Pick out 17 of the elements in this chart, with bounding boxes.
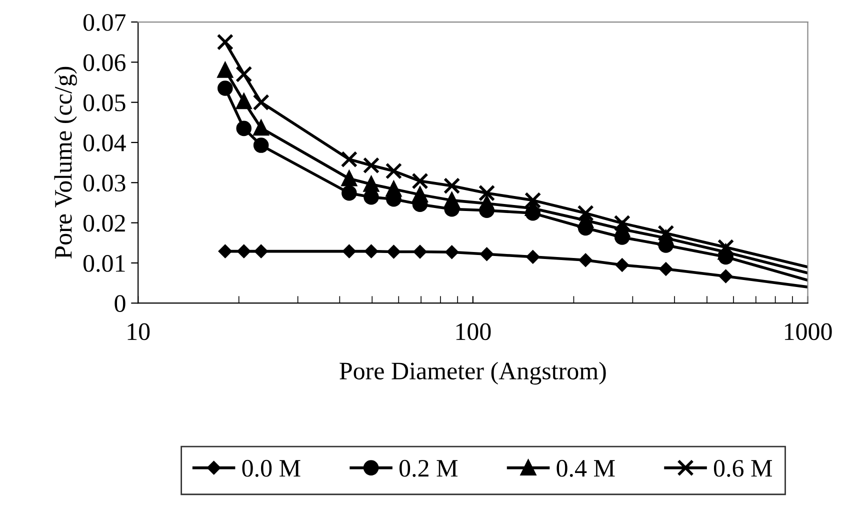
y-tick-label: 0.04 bbox=[83, 134, 126, 152]
y-tick-label: 0.03 bbox=[83, 174, 126, 192]
y-tick-label: 0.06 bbox=[83, 54, 126, 72]
y-tick-label: 0.02 bbox=[83, 214, 125, 232]
legend-label: 0.4 M bbox=[556, 460, 615, 477]
y-axis-title: Pore Volume (cc/g) bbox=[54, 66, 77, 259]
x-tick-label: 1000 bbox=[784, 323, 832, 340]
y-tick-label: 0 bbox=[114, 295, 126, 312]
legend-label: 0.6 M bbox=[714, 460, 772, 477]
x-tick-label: 10 bbox=[128, 323, 150, 340]
y-tick-label: 0.01 bbox=[83, 254, 125, 272]
legend-label: 0.0 M bbox=[242, 460, 300, 477]
x-tick-label: 100 bbox=[456, 323, 491, 340]
y-tick-label: 0.07 bbox=[83, 14, 126, 32]
y-tick-label: 0.05 bbox=[83, 94, 126, 112]
legend-label: 0.2 M bbox=[400, 460, 458, 477]
x-axis-title: Pore Diameter (Angstrom) bbox=[340, 362, 606, 385]
